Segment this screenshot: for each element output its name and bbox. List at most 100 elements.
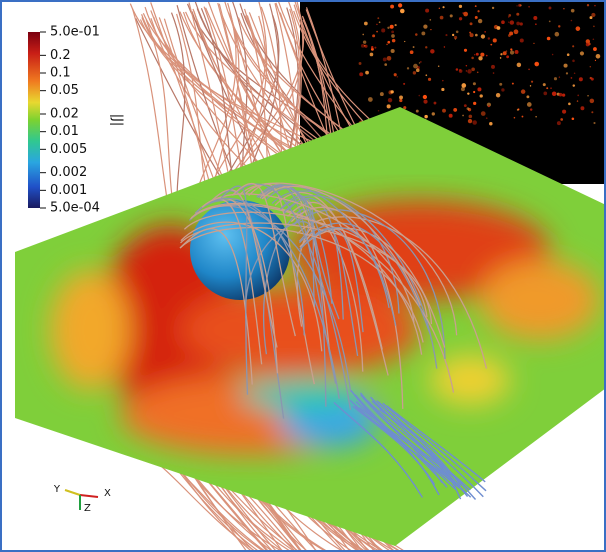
inset-dot: [559, 76, 560, 77]
inset-dot: [395, 24, 397, 26]
inset-dot: [593, 122, 595, 124]
inset-dot: [516, 5, 517, 6]
inset-dot: [453, 108, 457, 112]
inset-dot: [594, 5, 596, 7]
inset-dot: [488, 37, 490, 39]
inset-dot: [473, 91, 475, 93]
inset-dot: [442, 109, 446, 113]
inset-dot: [363, 40, 366, 43]
inset-dot: [399, 95, 403, 99]
inset-dot: [510, 50, 514, 54]
inset-dot: [481, 34, 485, 38]
inset-dot: [522, 116, 524, 118]
inset-dot: [508, 16, 510, 18]
inset-dot: [478, 19, 482, 23]
inset-dot: [374, 47, 376, 49]
inset-dot: [392, 39, 396, 43]
inset-dot: [533, 16, 537, 20]
inset-dot: [471, 67, 475, 71]
inset-dot: [466, 65, 467, 66]
inset-dot: [480, 53, 484, 57]
inset-dot: [425, 9, 429, 13]
inset-dot: [571, 9, 575, 13]
inset-dot: [516, 13, 519, 16]
inset-dot: [454, 36, 457, 39]
inset-dot: [477, 71, 479, 73]
inset-dot: [512, 83, 514, 85]
inset-dot: [372, 34, 375, 37]
inset-dot: [468, 119, 472, 123]
inset-dot: [526, 95, 529, 98]
visualization: 5.0e-010.20.10.050.020.010.0050.0020.001…: [0, 0, 606, 552]
inset-dot: [387, 27, 389, 29]
inset-dot: [413, 71, 416, 74]
colorbar: [28, 32, 40, 208]
colorbar-tick-label: 0.05: [50, 83, 79, 98]
inset-dot: [423, 25, 427, 29]
inset-dot: [469, 32, 471, 34]
inset-dot: [430, 29, 431, 30]
inset-dot: [362, 34, 364, 36]
inset-dot: [464, 49, 467, 52]
inset-dot: [595, 60, 596, 61]
inset-dot: [425, 46, 427, 48]
inset-dot: [416, 68, 420, 72]
inset-dot: [546, 87, 548, 89]
inset-dot: [452, 34, 454, 36]
inset-dot: [591, 111, 593, 113]
inset-dot: [590, 16, 593, 19]
inset-dot: [364, 45, 366, 47]
inset-dot: [470, 33, 474, 37]
inset-dot: [552, 54, 554, 56]
inset-dot: [459, 5, 462, 8]
inset-dot: [490, 44, 492, 46]
inset-dot: [501, 88, 504, 91]
inset-dot: [415, 33, 418, 36]
inset-dot: [562, 110, 566, 114]
inset-dot: [574, 72, 576, 74]
inset-dot: [493, 38, 497, 42]
inset-dot: [554, 77, 557, 80]
inset-dot: [425, 74, 427, 76]
inset-dot: [400, 9, 401, 10]
inset-dot: [394, 73, 397, 76]
inset-dot: [391, 90, 394, 93]
inset-dot: [499, 83, 502, 86]
inset-dot: [459, 17, 462, 20]
inset-dot: [420, 61, 422, 63]
colorbar-tick-label: 0.2: [50, 48, 71, 63]
inset-dot: [472, 120, 476, 124]
inset-dot: [514, 29, 519, 34]
inset-dot: [440, 16, 444, 20]
inset-dot: [500, 53, 502, 55]
inset-dot: [380, 92, 384, 96]
inset-dot: [391, 30, 394, 33]
inset-dot: [572, 117, 575, 120]
inset-dot: [450, 14, 453, 17]
inset-dot: [390, 5, 394, 9]
inset-dot: [533, 43, 534, 44]
inset-dot: [376, 24, 378, 26]
colorbar-tick-label: 5.0e-04: [50, 201, 100, 216]
inset-dot: [535, 116, 536, 117]
inset-dot: [530, 108, 532, 110]
inset-dot: [586, 43, 590, 47]
inset-dot: [555, 32, 560, 37]
inset-dot: [379, 21, 381, 23]
inset-dot: [497, 26, 501, 30]
inset-dot: [576, 26, 581, 31]
inset-dot: [449, 114, 453, 118]
colorbar-tick-label: 0.01: [50, 124, 79, 139]
inset-dot: [515, 50, 519, 54]
inset-dot: [387, 56, 392, 61]
inset-dot: [590, 66, 591, 67]
colorbar-tick-label: 0.1: [50, 66, 71, 81]
inset-dot: [492, 7, 494, 9]
inset-dot: [473, 82, 476, 85]
inset-dot: [550, 87, 552, 89]
inset-dot: [557, 121, 561, 125]
colorbar-title: |J|: [110, 114, 125, 127]
inset-dot: [558, 25, 560, 27]
inset-dot: [430, 19, 432, 21]
inset-dot: [516, 22, 520, 26]
